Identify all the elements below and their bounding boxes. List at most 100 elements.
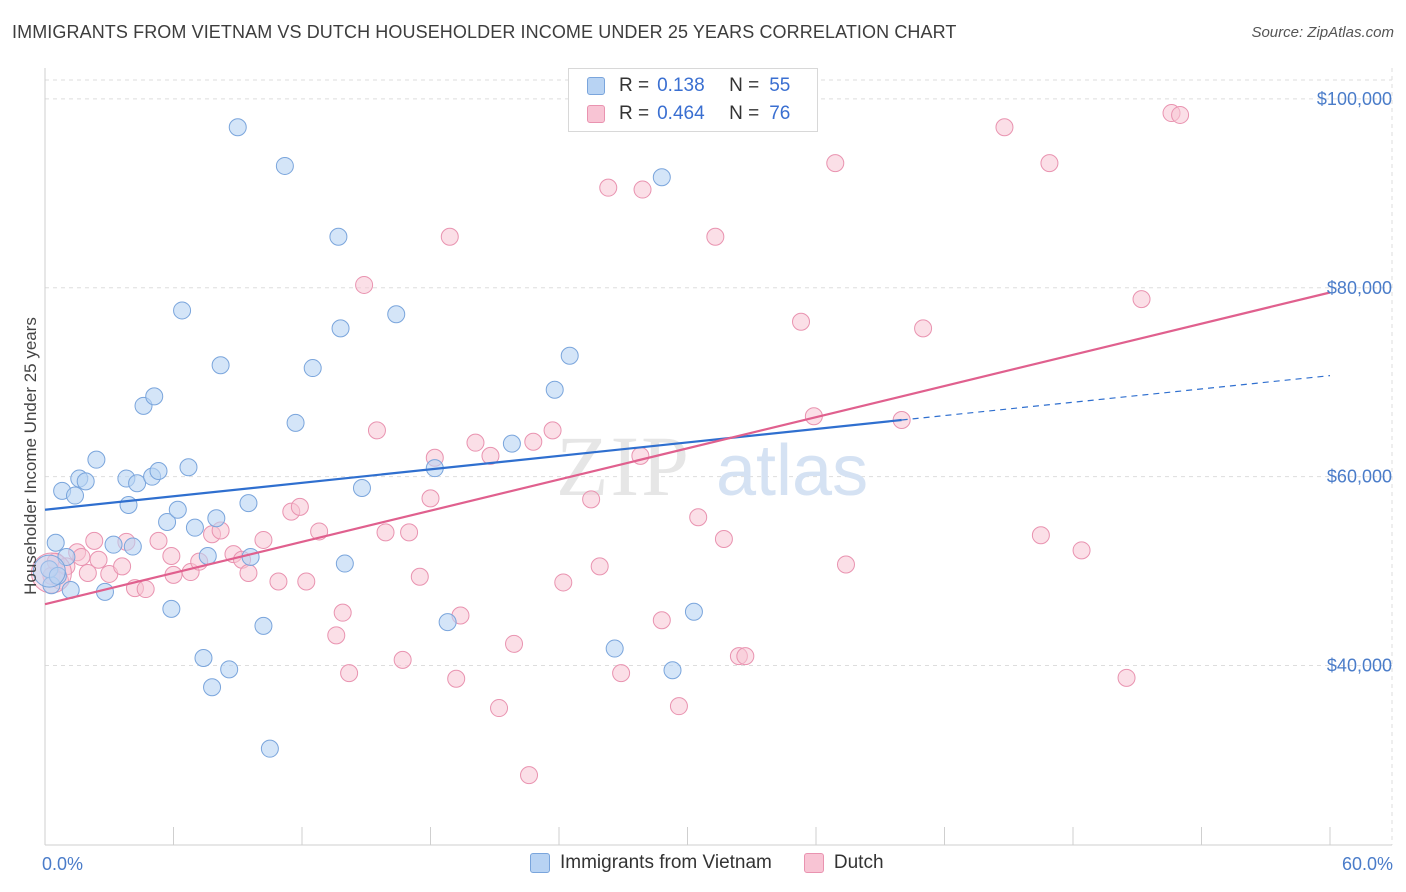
legend-swatch-dutch bbox=[587, 105, 605, 123]
legend-item-dutch: Dutch bbox=[803, 852, 884, 874]
dutch-point bbox=[524, 432, 543, 451]
vietnam-point bbox=[46, 533, 65, 552]
y-tick-labels: $40,000 $60,000 $80,000 $100,000 bbox=[1317, 89, 1392, 676]
y-axis-label: Householder Income Under 25 years bbox=[21, 317, 40, 595]
watermark: ZIP atlas bbox=[556, 418, 868, 514]
dutch-point bbox=[113, 557, 132, 576]
vietnam-point bbox=[254, 616, 273, 635]
legend-n-label: N = bbox=[729, 75, 760, 96]
dutch-point bbox=[714, 530, 733, 548]
legend-n-label: N = bbox=[729, 103, 760, 124]
vietnam-point bbox=[352, 479, 371, 497]
dutch-point bbox=[599, 178, 618, 197]
dutch-point bbox=[136, 580, 155, 599]
dutch-point bbox=[652, 611, 671, 630]
vietnam-point bbox=[87, 450, 106, 469]
dutch-point bbox=[543, 421, 562, 440]
dutch-point bbox=[826, 154, 845, 173]
dutch-point bbox=[376, 523, 395, 542]
vietnam-point bbox=[331, 319, 350, 338]
vietnam-point bbox=[128, 474, 147, 493]
chart-title: IMMIGRANTS FROM VIETNAM VS DUTCH HOUSEHO… bbox=[12, 22, 957, 42]
watermark-atlas: atlas bbox=[716, 431, 868, 511]
dutch-point bbox=[149, 531, 168, 550]
axes bbox=[44, 68, 1392, 846]
y-tick-label: $40,000 bbox=[1327, 656, 1392, 676]
grid-lines bbox=[45, 68, 1393, 845]
dutch-point bbox=[290, 497, 309, 516]
vietnam-point bbox=[104, 535, 123, 554]
dutch-point bbox=[466, 433, 485, 452]
dutch-point bbox=[582, 490, 601, 509]
dutch-point bbox=[1171, 105, 1190, 124]
dutch-point bbox=[505, 634, 524, 653]
vietnam-point bbox=[198, 547, 217, 565]
legend-item-vietnam: Immigrants from Vietnam bbox=[530, 852, 772, 874]
dutch-point bbox=[736, 647, 755, 666]
series-vietnam-points bbox=[32, 118, 703, 758]
vietnam-point bbox=[65, 486, 84, 505]
dutch-point bbox=[239, 564, 258, 582]
dutch-point bbox=[440, 227, 459, 246]
legend-row-vietnam: R = 0.138 N = 55 bbox=[587, 73, 790, 99]
dutch-point bbox=[254, 530, 273, 549]
vietnam-point bbox=[162, 599, 181, 618]
dutch-point bbox=[1031, 526, 1050, 545]
vietnam-point bbox=[275, 156, 294, 175]
vietnam-point bbox=[123, 537, 142, 556]
dutch-point bbox=[995, 118, 1014, 137]
dutch-point bbox=[393, 650, 412, 669]
vietnam-point bbox=[203, 678, 222, 697]
legend-r-label: R = bbox=[619, 75, 650, 96]
dutch-point bbox=[297, 572, 316, 591]
dutch-point bbox=[72, 547, 91, 566]
trend-lines bbox=[44, 291, 1331, 606]
legend-swatch-vietnam bbox=[530, 853, 550, 873]
y-tick-label: $100,000 bbox=[1317, 89, 1392, 109]
vietnam-point bbox=[239, 494, 258, 513]
vietnam-point bbox=[158, 513, 177, 531]
vietnam-point bbox=[303, 359, 322, 378]
vietnam-trend-line bbox=[44, 418, 902, 511]
vietnam-point bbox=[149, 462, 168, 480]
vietnam-point bbox=[207, 509, 226, 528]
dutch-point bbox=[162, 547, 181, 565]
vietnam-point bbox=[119, 496, 138, 514]
vietnam-point bbox=[220, 660, 239, 679]
legend-n-value: 76 bbox=[769, 103, 791, 124]
watermark-zip: ZIP bbox=[556, 418, 691, 514]
legend-row-dutch: R = 0.464 N = 76 bbox=[587, 101, 790, 127]
vietnam-cluster-point bbox=[32, 554, 66, 588]
dutch-point bbox=[89, 550, 108, 569]
dutch-point bbox=[612, 664, 631, 683]
vietnam-point bbox=[560, 346, 579, 365]
legend-r-value: 0.138 bbox=[657, 75, 705, 96]
dutch-point bbox=[481, 446, 500, 465]
dutch-point bbox=[1132, 290, 1151, 309]
vietnam-point bbox=[228, 118, 247, 137]
dutch-point bbox=[836, 555, 855, 574]
x-tick-labels: 0.0% 60.0% bbox=[42, 854, 1393, 874]
dutch-point bbox=[792, 312, 811, 331]
vietnam-point bbox=[185, 518, 204, 537]
y-tick-label: $80,000 bbox=[1327, 278, 1392, 298]
vietnam-point bbox=[241, 547, 260, 566]
dutch-point bbox=[914, 319, 933, 338]
legend-r-label: R = bbox=[619, 103, 650, 124]
vietnam-point bbox=[387, 305, 406, 324]
dutch-point bbox=[633, 180, 652, 199]
vietnam-point bbox=[179, 458, 198, 477]
dutch-point bbox=[447, 669, 466, 688]
dutch-point bbox=[327, 626, 346, 645]
legend-label-dutch: Dutch bbox=[833, 852, 884, 873]
dutch-point bbox=[1040, 154, 1059, 173]
vietnam-point bbox=[173, 301, 192, 320]
legend-r-value: 0.464 bbox=[657, 103, 705, 124]
dutch-point bbox=[410, 567, 429, 586]
dutch-point bbox=[367, 421, 386, 440]
vietnam-trend-extension bbox=[901, 375, 1331, 421]
correlation-legend: R = 0.138 N = 55 R = 0.464 N = 76 bbox=[568, 68, 818, 132]
vietnam-point bbox=[605, 639, 624, 658]
vietnam-point bbox=[335, 554, 354, 573]
vietnam-point bbox=[76, 472, 95, 491]
